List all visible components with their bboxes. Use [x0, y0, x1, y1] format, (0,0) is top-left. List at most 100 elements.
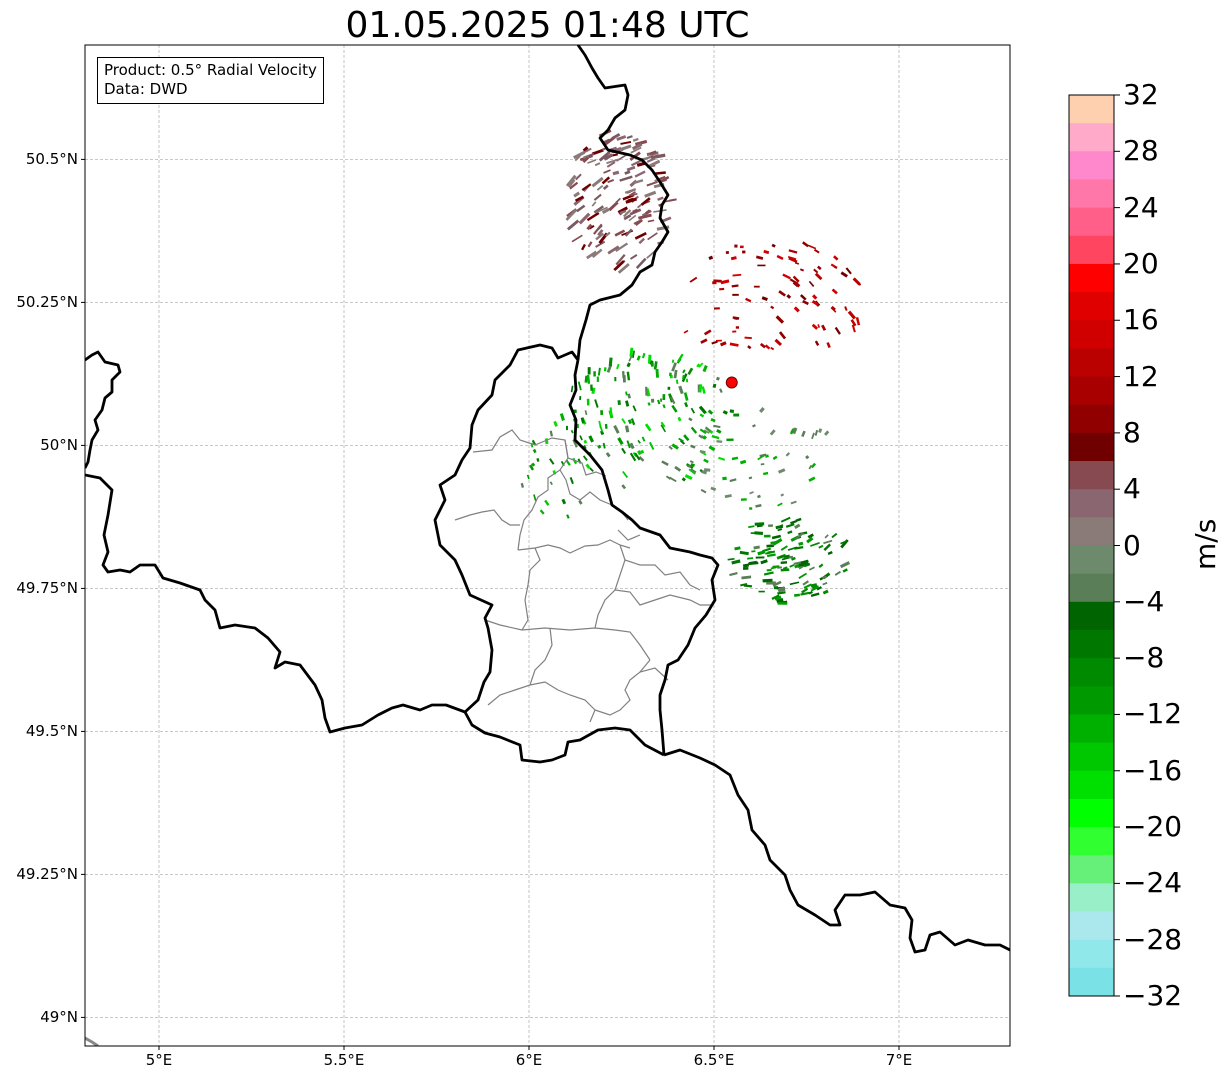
echo-pixel	[831, 532, 838, 539]
echo-pixel	[549, 430, 554, 437]
echo-pixel	[629, 254, 638, 260]
echo-pixel	[739, 459, 747, 465]
echo-pixel	[588, 435, 595, 443]
echo-pixel	[732, 316, 740, 320]
echo-pixel	[789, 564, 795, 568]
echo-pixel	[634, 170, 646, 178]
echo-pixel	[553, 420, 558, 427]
echo-pixel	[777, 528, 783, 532]
echo-pixel	[531, 462, 536, 467]
echo-pixel	[847, 310, 856, 320]
echo-pixel	[778, 290, 786, 297]
echo-pixel	[589, 467, 594, 473]
echo-pixel	[608, 357, 613, 367]
echo-pixel	[576, 204, 586, 213]
echo-pixel	[753, 545, 760, 550]
echo-pixel	[852, 277, 861, 286]
echo-pixel	[569, 181, 579, 190]
colorbar-segment	[1069, 629, 1114, 659]
echo-pixel	[569, 477, 574, 485]
y-tick-label: 49°N	[40, 1008, 78, 1027]
echo-pixel	[827, 551, 833, 556]
echo-pixel	[625, 391, 628, 396]
echo-pixel	[811, 432, 815, 440]
echo-pixel	[572, 439, 578, 448]
echo-pixel	[646, 157, 656, 163]
echo-pixel	[628, 214, 637, 222]
echo-pixel	[757, 550, 766, 556]
echo-pixel	[682, 374, 686, 380]
echo-pixel	[818, 563, 824, 569]
echo-pixel	[823, 539, 833, 545]
echo-pixel	[708, 255, 714, 261]
colorbar-segment	[1069, 320, 1114, 349]
echo-pixel	[810, 462, 817, 469]
echo-pixel	[735, 326, 740, 329]
echo-pixel	[732, 293, 739, 296]
echo-pixel	[570, 429, 574, 434]
echo-pixel	[613, 260, 625, 272]
colorbar-segment	[1069, 123, 1114, 152]
echo-pixel	[814, 340, 820, 346]
echo-pixel	[734, 546, 741, 551]
echo-pixel	[646, 251, 655, 259]
echo-pixel	[573, 150, 586, 160]
echo-pixel	[689, 276, 698, 283]
echo-pixel	[727, 557, 735, 561]
echo-pixel	[675, 379, 679, 385]
echo-pixel	[761, 296, 768, 302]
echo-pixel	[831, 288, 838, 295]
colorbar-segment	[1069, 939, 1114, 969]
echo-pixel	[793, 561, 802, 565]
echo-pixel	[795, 532, 804, 540]
echo-pixel	[633, 179, 644, 185]
echo-pixel	[810, 586, 819, 592]
colorbar-segment	[1069, 545, 1114, 575]
echo-pixel	[687, 464, 692, 469]
echo-pixel	[595, 232, 605, 241]
echo-pixel	[617, 437, 624, 445]
echo-pixel	[785, 523, 795, 528]
echo-pixel	[539, 509, 545, 515]
echo-pixel	[662, 404, 666, 409]
echo-pixel	[787, 530, 793, 535]
echo-pixel	[587, 159, 597, 164]
echo-pixel	[574, 195, 585, 202]
echo-pixel	[631, 142, 643, 151]
echo-pixel	[799, 268, 805, 272]
colorbar-tick-label: 0	[1123, 528, 1141, 562]
echo-pixel	[559, 413, 565, 421]
echo-pixel	[687, 367, 694, 376]
y-tick-label: 49.5°N	[25, 722, 78, 741]
echo-pixel	[570, 385, 574, 393]
national-borders	[85, 45, 1010, 954]
echo-pixel	[775, 524, 784, 529]
echo-pixel	[790, 519, 798, 525]
echo-pixel	[805, 455, 810, 460]
radar-site-marker	[725, 376, 738, 389]
echo-pixel	[657, 399, 661, 405]
echo-pixel	[609, 407, 613, 417]
echo-pixel	[641, 352, 646, 359]
echo-pixel	[826, 342, 831, 349]
echo-pixel	[611, 133, 621, 140]
echo-pixel	[681, 373, 688, 383]
echo-pixel	[718, 456, 726, 461]
colorbar-segment	[1069, 432, 1114, 462]
colorbar-segment	[1069, 911, 1114, 941]
echo-pixel	[798, 541, 804, 546]
echo-pixel	[584, 375, 588, 383]
echo-pixel	[591, 201, 597, 207]
echo-pixel	[794, 261, 800, 265]
echo-pixel	[670, 396, 676, 405]
echo-pixel	[780, 568, 790, 572]
echo-pixel	[637, 439, 641, 444]
echo-pixel	[617, 400, 621, 406]
echo-pixel	[719, 388, 723, 394]
echo-pixel	[748, 476, 753, 480]
colorbar-segment	[1069, 461, 1114, 490]
colorbar-segment	[1069, 263, 1114, 293]
echo-pixel	[705, 426, 712, 433]
echo-pixel	[638, 455, 645, 462]
colorbar-segment	[1069, 601, 1114, 631]
